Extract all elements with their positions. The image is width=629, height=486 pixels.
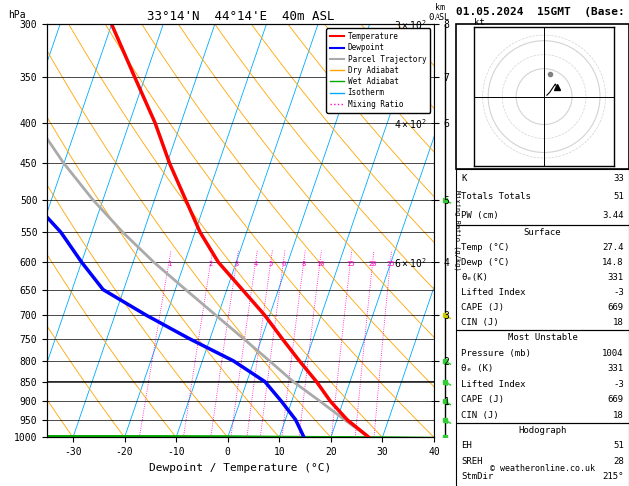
Text: 10: 10 bbox=[316, 261, 324, 267]
Text: 33: 33 bbox=[613, 174, 624, 183]
Text: 27.4: 27.4 bbox=[603, 243, 624, 252]
Text: 669: 669 bbox=[608, 395, 624, 404]
Text: 28: 28 bbox=[613, 457, 624, 466]
Bar bbox=[456, 24, 629, 169]
Text: 25: 25 bbox=[386, 261, 394, 267]
Text: CAPE (J): CAPE (J) bbox=[461, 303, 504, 312]
Text: StmDir: StmDir bbox=[461, 472, 494, 481]
Text: 669: 669 bbox=[608, 303, 624, 312]
Text: 20: 20 bbox=[369, 261, 377, 267]
Text: Most Unstable: Most Unstable bbox=[508, 333, 577, 342]
Text: CIN (J): CIN (J) bbox=[461, 411, 499, 420]
Text: Lifted Index: Lifted Index bbox=[461, 288, 526, 297]
Text: θₑ(K): θₑ(K) bbox=[461, 273, 488, 282]
Legend: Temperature, Dewpoint, Parcel Trajectory, Dry Adiabat, Wet Adiabat, Isotherm, Mi: Temperature, Dewpoint, Parcel Trajectory… bbox=[326, 28, 430, 112]
Text: 6: 6 bbox=[281, 261, 286, 267]
Text: kt: kt bbox=[474, 17, 485, 27]
Text: CAPE (J): CAPE (J) bbox=[461, 395, 504, 404]
Text: 215°: 215° bbox=[603, 472, 624, 481]
Text: CIN (J): CIN (J) bbox=[461, 318, 499, 327]
Text: -3: -3 bbox=[613, 288, 624, 297]
Text: hPa: hPa bbox=[8, 10, 26, 20]
Text: Temp (°C): Temp (°C) bbox=[461, 243, 509, 252]
Text: 8: 8 bbox=[302, 261, 306, 267]
Text: 14.8: 14.8 bbox=[603, 258, 624, 267]
Text: 0: 0 bbox=[428, 13, 434, 22]
Y-axis label: Mixing Ratio (g/kg): Mixing Ratio (g/kg) bbox=[454, 191, 460, 271]
Text: 51: 51 bbox=[613, 192, 624, 201]
Bar bbox=[456, 330, 629, 423]
Text: 51: 51 bbox=[613, 441, 624, 451]
Text: EH: EH bbox=[461, 441, 472, 451]
Text: 0: 0 bbox=[435, 13, 440, 22]
Text: 5: 5 bbox=[269, 261, 273, 267]
Text: 4: 4 bbox=[253, 261, 258, 267]
Text: Hodograph: Hodograph bbox=[518, 426, 567, 435]
Text: 15: 15 bbox=[346, 261, 355, 267]
Text: PW (cm): PW (cm) bbox=[461, 211, 499, 220]
Text: 18: 18 bbox=[613, 318, 624, 327]
Text: 331: 331 bbox=[608, 273, 624, 282]
Text: 18: 18 bbox=[613, 411, 624, 420]
Bar bbox=[456, 423, 629, 486]
Text: 3: 3 bbox=[235, 261, 238, 267]
Text: 1004: 1004 bbox=[603, 349, 624, 358]
Text: SREH: SREH bbox=[461, 457, 482, 466]
Text: Dewp (°C): Dewp (°C) bbox=[461, 258, 509, 267]
Text: 2: 2 bbox=[209, 261, 213, 267]
Text: LCL: LCL bbox=[435, 376, 450, 385]
Title: 33°14'N  44°14'E  40m ASL: 33°14'N 44°14'E 40m ASL bbox=[147, 10, 335, 23]
Text: © weatheronline.co.uk: © weatheronline.co.uk bbox=[490, 464, 595, 473]
Text: 3.44: 3.44 bbox=[603, 211, 624, 220]
Text: 331: 331 bbox=[608, 364, 624, 373]
Text: 01.05.2024  15GMT  (Base: 12): 01.05.2024 15GMT (Base: 12) bbox=[456, 7, 629, 17]
Text: K: K bbox=[461, 174, 467, 183]
Bar bbox=[456, 225, 629, 330]
Text: km
ASL: km ASL bbox=[435, 3, 450, 22]
Text: Totals Totals: Totals Totals bbox=[461, 192, 531, 201]
Bar bbox=[456, 169, 629, 225]
Text: 1: 1 bbox=[167, 261, 171, 267]
Text: Surface: Surface bbox=[524, 227, 561, 237]
Text: θₑ (K): θₑ (K) bbox=[461, 364, 494, 373]
Text: Pressure (mb): Pressure (mb) bbox=[461, 349, 531, 358]
Text: -3: -3 bbox=[613, 380, 624, 389]
X-axis label: Dewpoint / Temperature (°C): Dewpoint / Temperature (°C) bbox=[150, 463, 331, 473]
Text: Lifted Index: Lifted Index bbox=[461, 380, 526, 389]
